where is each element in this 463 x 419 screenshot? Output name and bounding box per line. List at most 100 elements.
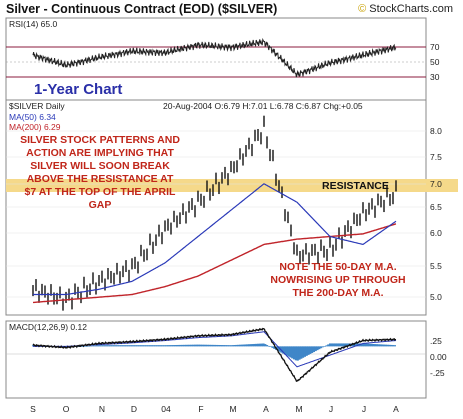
macd-hist-bar (303, 346, 306, 357)
macd-hist-bar (276, 346, 279, 351)
macd-hist-bar (266, 345, 269, 347)
macd-hist-bar (334, 343, 337, 347)
macd-hist-bar (123, 345, 126, 347)
macd-hist-bar (273, 346, 276, 349)
macd-hist-bar (240, 344, 243, 347)
macd-hist-bar (197, 344, 200, 347)
macd-hist-bar (327, 344, 330, 347)
macd-hist-bar (132, 345, 135, 347)
macd-hist-bar (282, 346, 285, 354)
macd-hist-bar (120, 345, 123, 347)
macd-hist-bar (390, 344, 393, 347)
annotation-line-6: GAP (89, 199, 112, 211)
macd-hist-bar (138, 345, 141, 347)
macd-hist-bar (96, 345, 99, 347)
macd-hist-bar (248, 344, 251, 347)
macd-hist-bar (104, 345, 107, 347)
rsi-tick-70: 70 (430, 42, 440, 52)
macd-hist-bar (314, 346, 317, 352)
macd-hist-bar (375, 344, 378, 347)
macd-hist-bar (379, 344, 382, 347)
macd-hist-bar (102, 345, 105, 347)
price-tick-7-0: 7.0 (430, 179, 442, 189)
macd-hist-bar (309, 346, 312, 354)
macd-hist-bar (116, 345, 119, 347)
macd-hist-bar (255, 343, 258, 347)
macd-hist-bar (249, 344, 252, 347)
macd-hist-bar (316, 346, 319, 351)
x-label-a2: A (393, 404, 399, 414)
rsi-panel (5, 17, 427, 101)
macd-hist-bar (212, 344, 215, 347)
macd-hist-bar (381, 344, 384, 347)
macd-hist-bar (152, 345, 155, 347)
macd-hist-bar (264, 344, 267, 347)
macd-hist-bar (32, 345, 35, 347)
macd-hist-bar (271, 346, 274, 348)
copyright-symbol: © (358, 3, 367, 15)
macd-hist-bar (100, 345, 103, 347)
macd-hist-bar (174, 345, 177, 347)
macd-hist-bar (105, 345, 108, 347)
price-tick-7-5: 7.5 (430, 152, 442, 162)
annotation-line-5: $7 AT THE TOP OF THE APRIL (25, 186, 176, 198)
macd-hist-bar (329, 343, 332, 347)
rsi-tick-50: 50 (430, 57, 440, 67)
macd-hist-bar (204, 344, 207, 347)
macd-hist-bar (237, 344, 240, 347)
macd-hist-bar (388, 344, 391, 347)
macd-hist-bar (363, 343, 366, 347)
price-gridlines (6, 130, 426, 298)
macd-hist-bar (300, 346, 303, 359)
macd-hist-bar (377, 344, 380, 347)
macd-line (32, 327, 397, 382)
symbol-label: $SILVER Daily (9, 101, 65, 111)
macd-hist-bar (339, 343, 342, 347)
macd-hist-bar (194, 344, 197, 347)
macd-hist-bar (302, 346, 305, 358)
macd-hist-bar (84, 346, 87, 347)
x-label-04: 04 (161, 404, 171, 414)
macd-hist-bar (140, 345, 143, 347)
macd-hist-bar (213, 344, 216, 347)
macd-hist-bar (136, 345, 139, 347)
macd-hist-bar (372, 343, 375, 347)
macd-hist-bar (365, 343, 368, 347)
macd-hist-bar (383, 344, 386, 347)
macd-tick-neg: -.25 (430, 368, 445, 378)
stockcharts-credit[interactable]: © StockCharts.com (358, 3, 453, 15)
macd-hist-bar (269, 346, 272, 347)
macd-hist-bar (80, 346, 83, 347)
macd-hist-bar (285, 346, 288, 356)
macd-hist-bar (143, 345, 146, 347)
macd-hist-bar (170, 345, 173, 347)
macd-hist-bar (87, 345, 90, 347)
macd-hist-bar (231, 345, 234, 347)
x-label-o: O (63, 404, 70, 414)
annotation-line-1: SILVER STOCK PATTERNS AND (20, 134, 180, 146)
x-label-f: F (198, 404, 203, 414)
macd-hist-bar (294, 346, 297, 361)
macd-hist-bar (257, 343, 260, 347)
macd-hist-bar (93, 345, 96, 347)
macd-hist-bar (168, 345, 171, 347)
macd-hist-bar (338, 343, 341, 347)
macd-hist-bar (186, 344, 189, 347)
x-label-d: D (131, 404, 137, 414)
quote-line: 20-Aug-2004 O:6.79 H:7.01 L:6.78 C:6.87 … (163, 101, 363, 111)
macd-hist-bar (86, 346, 89, 347)
x-label-j: J (329, 404, 333, 414)
macd-hist-bar (235, 344, 238, 347)
macd-hist-bar (195, 344, 198, 347)
macd-hist-bar (158, 345, 161, 347)
macd-hist-bar (230, 345, 233, 347)
macd-hist-bar (107, 345, 110, 347)
macd-hist-bar (109, 345, 112, 347)
ma200-legend: MA(200) 6.29 (9, 122, 61, 132)
macd-hist-bar (384, 344, 387, 347)
price-tick-5-5: 5.5 (430, 261, 442, 271)
macd-hist-bar (150, 345, 153, 347)
macd-hist-bar (392, 345, 395, 347)
macd-hist-bar (318, 346, 321, 350)
macd-hist-bar (311, 346, 314, 353)
